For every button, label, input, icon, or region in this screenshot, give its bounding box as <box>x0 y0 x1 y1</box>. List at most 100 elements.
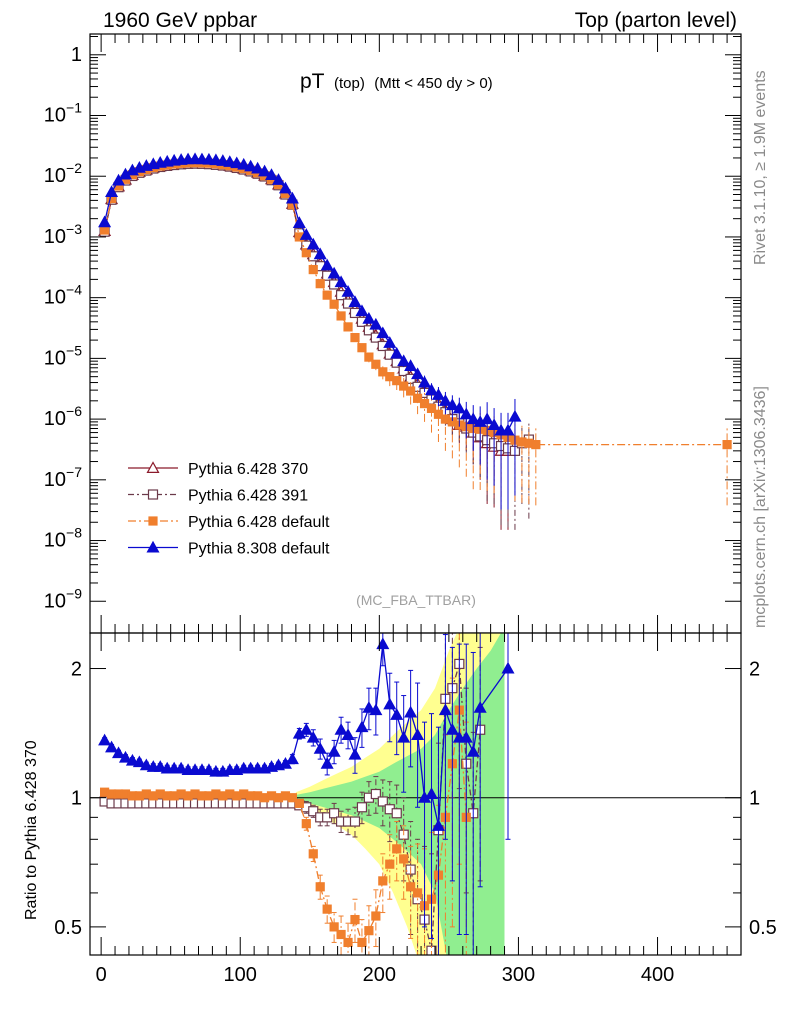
ratio-data-point <box>376 637 390 650</box>
main-data-point <box>334 275 348 288</box>
rivet-label-text: Rivet 3.1.10, ≥ 1.9M events <box>752 70 769 265</box>
main-data-point <box>376 326 390 339</box>
ratio-data-point <box>299 723 313 735</box>
main-data-point <box>285 191 299 204</box>
main-data-point <box>433 409 444 419</box>
ratio-data-point <box>391 808 402 819</box>
main-data-point <box>390 346 404 359</box>
ratio-data-layer <box>90 633 741 955</box>
ratio-series-1 <box>100 633 471 955</box>
main-data-point <box>445 398 459 411</box>
legend: Pythia 6.428 370 Pythia 6.428 391 Pythia 6… <box>128 461 330 558</box>
ratio-data-point <box>369 703 383 716</box>
main-data-point <box>722 440 732 450</box>
main-data-point <box>480 412 494 425</box>
main-data-point <box>348 295 362 307</box>
legend-item-2: Pythia 6.428 default <box>128 514 330 531</box>
plot-title-main: pT <box>300 70 325 93</box>
ratio-data-point <box>501 661 515 674</box>
ratio-data-point <box>98 733 112 746</box>
ratio-data-point <box>383 697 397 710</box>
ratio-data-point <box>431 819 445 831</box>
ratio-data-point <box>125 753 139 766</box>
main-data-point <box>278 181 292 194</box>
main-data-point <box>459 407 473 420</box>
y-tick-exponent: −8 <box>66 525 82 541</box>
ratio-data-point <box>466 744 480 757</box>
x-tick-label: 0 <box>96 964 107 986</box>
main-data-point <box>431 388 445 400</box>
header-left: 1960 GeV ppbar <box>103 9 257 32</box>
y-tick-label: 10−6 <box>44 403 82 430</box>
ratio-data-point <box>174 761 188 774</box>
y-tick-base: 10 <box>44 590 66 612</box>
y-tick-base: 10 <box>44 105 66 127</box>
main-series-1 <box>99 158 534 530</box>
ratio-data-point <box>308 849 318 859</box>
main-data-point <box>363 325 375 336</box>
y-tick-label: 10−2 <box>44 160 82 187</box>
ratio-data-point <box>357 937 367 948</box>
y-tick-base: 10 <box>44 287 66 309</box>
ratio-data-point <box>377 796 388 807</box>
main-data-point <box>418 375 432 388</box>
main-data-point <box>404 359 418 371</box>
ratio-data-point <box>378 876 388 886</box>
ratio-data-point <box>350 914 360 925</box>
ratio-y-tick-label-right: 0.5 <box>749 917 777 939</box>
ratio-data-point <box>111 746 126 759</box>
ratio-data-point <box>385 859 395 869</box>
ratio-y-tick-label-right: 2 <box>749 659 760 681</box>
main-data-point <box>313 247 327 260</box>
ratio-data-point <box>320 756 334 769</box>
ratio-data-point <box>329 808 340 819</box>
y-tick-label: 10−5 <box>44 342 82 369</box>
main-data-point <box>466 412 480 425</box>
ratio-series-2 <box>98 633 515 955</box>
main-data-point <box>392 376 402 386</box>
ratio-data-point <box>294 798 304 808</box>
main-data-point <box>111 173 126 186</box>
y-tick-label: 10−7 <box>44 464 82 491</box>
ratio-data-point <box>371 911 381 921</box>
ratio-data-point <box>105 740 119 753</box>
y-tick-exponent: −1 <box>66 100 82 116</box>
ratio-data-point <box>348 747 362 760</box>
main-data-point <box>308 264 318 275</box>
main-ticks: 10−910−810−710−610−510−410−310−210−11 <box>44 34 741 633</box>
main-data-point <box>406 386 416 396</box>
main-data-point <box>100 225 110 235</box>
main-series-line <box>103 163 530 452</box>
ratio-panel: 0.5 0.5 1 1 2 2 0 100 200 300 400 Ratio to Pythia … <box>23 632 777 986</box>
main-data-layer <box>98 152 732 530</box>
ratio-data-point <box>406 882 416 892</box>
main-data-point <box>350 332 360 343</box>
main-data-point <box>329 299 339 309</box>
ratio-data-point <box>412 888 423 898</box>
y-tick-label: 10−3 <box>44 221 82 248</box>
ratio-data-point <box>153 760 167 772</box>
ratio-data-point <box>445 723 459 735</box>
main-data-point <box>271 173 286 185</box>
y-tick-exponent: −7 <box>66 464 82 480</box>
y-tick-base: 10 <box>44 469 66 491</box>
y-tick-exponent: −6 <box>66 403 82 419</box>
main-data-point <box>378 367 388 377</box>
rivet-label: Rivet 3.1.10, ≥ 1.9M events <box>752 70 769 265</box>
plot-title-small2: (Mtt < 450 dy > 0) <box>374 75 492 92</box>
y-tick-base: 10 <box>44 226 66 248</box>
main-data-point <box>452 401 466 414</box>
legend-item-3: Pythia 8.308 default <box>128 541 330 558</box>
ratio-data-point <box>315 882 325 892</box>
header-right: Top (parton level) <box>575 9 737 32</box>
ratio-data-point <box>341 728 355 740</box>
legend-swatch-marker <box>148 516 158 526</box>
ratio-data-point <box>390 708 404 720</box>
ratio-data-point <box>438 703 452 716</box>
ratio-data-point <box>370 788 381 800</box>
main-data-point <box>230 156 244 169</box>
main-data-point <box>357 343 367 353</box>
ratio-data-point <box>132 755 146 768</box>
ratio-data-point <box>139 758 153 771</box>
